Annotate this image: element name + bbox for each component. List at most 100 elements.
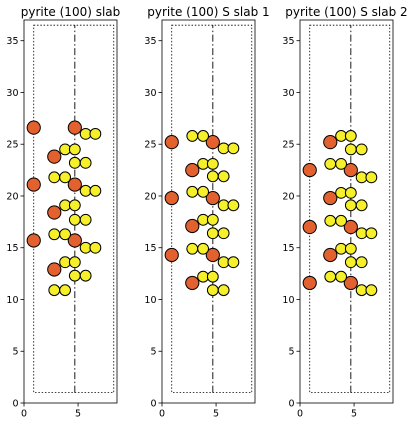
s-atom-point <box>48 171 61 184</box>
fe-atom-point <box>47 149 62 164</box>
s-atom-point <box>197 157 210 170</box>
s-atom-point <box>68 269 81 282</box>
s-atom-point <box>59 171 72 184</box>
s-atom-point <box>197 185 210 198</box>
fe-atom-point <box>205 247 220 263</box>
s-atom-point <box>227 256 240 269</box>
s-atom-point <box>344 242 357 255</box>
s-atom-point <box>197 213 210 226</box>
y-tick-label: 35 <box>6 36 18 47</box>
y-tick-label: 15 <box>6 243 18 254</box>
y-tick-label: 30 <box>144 88 156 99</box>
fe-atom-point <box>302 275 317 291</box>
panel-title: pyrite (100) slab <box>21 5 121 19</box>
s-atom-point <box>344 143 357 156</box>
y-tick-label: 25 <box>144 140 156 151</box>
x-tick-label: 5 <box>75 409 81 420</box>
s-atom-point <box>217 284 230 297</box>
fe-atom-point <box>302 219 317 235</box>
s-atom-point <box>335 242 348 255</box>
fe-atom-point <box>67 233 82 248</box>
y-tick-label: 35 <box>144 36 156 47</box>
y-tick-label: 10 <box>144 295 156 306</box>
panel-2: pyrite (100) S slab 1 0 5 10 15 20 25 30 35 0 5 <box>144 5 269 420</box>
fe-atom-point <box>343 219 358 235</box>
s-atom-point <box>186 185 199 198</box>
s-atom-point <box>355 171 368 184</box>
fe-atom-point <box>67 177 82 192</box>
y-tick-label: 5 <box>150 347 156 358</box>
s-atom-point <box>79 241 92 254</box>
s-atom-point <box>59 143 72 156</box>
s-atom-point <box>324 214 337 227</box>
s-atom-point <box>68 199 81 212</box>
s-atom-point <box>365 227 378 240</box>
y-tick-label: 30 <box>6 88 18 99</box>
s-atom-point <box>324 157 337 170</box>
s-atom-point <box>89 241 102 254</box>
s-atom-point <box>217 256 230 269</box>
s-atom-point <box>355 227 368 240</box>
fe-atom-point <box>323 135 338 150</box>
s-atom-point <box>365 171 378 184</box>
fe-atom-point <box>343 275 358 291</box>
s-atom-point <box>206 284 219 297</box>
s-atom-point <box>335 186 348 199</box>
panel-title: pyrite (100) S slab 2 <box>285 5 407 19</box>
s-atom-point <box>68 156 81 169</box>
s-atom-point <box>89 184 102 197</box>
x-tick-label: 0 <box>159 409 165 420</box>
s-atom-point <box>79 127 92 140</box>
unit-cell-outline <box>33 24 115 394</box>
fe-atom-point <box>164 135 179 150</box>
s-atom-point <box>355 143 368 156</box>
panel-title: pyrite (100) S slab 1 <box>147 5 269 19</box>
y-tick-label: 25 <box>282 140 294 151</box>
fe-atom-point <box>185 275 200 291</box>
y-tick-label: 5 <box>288 347 294 358</box>
axes-frame <box>299 19 394 404</box>
y-tick-label: 0 <box>150 398 156 409</box>
s-atom-point <box>335 214 348 227</box>
s-atom-point <box>344 199 357 212</box>
s-atom-point <box>48 228 61 241</box>
s-atom-point <box>68 143 81 156</box>
s-atom-point <box>344 186 357 199</box>
s-atom-point <box>197 130 210 142</box>
s-atom-point <box>217 227 230 240</box>
s-atom-point <box>197 242 210 255</box>
s-atom-point <box>48 284 61 297</box>
s-atom-point <box>355 256 368 269</box>
axes-frame <box>161 19 256 404</box>
s-atom-point <box>79 156 92 169</box>
s-atom-point <box>206 227 219 240</box>
s-atom-point <box>335 130 348 142</box>
fe-atom-point <box>26 120 41 135</box>
y-tick-label: 0 <box>288 398 294 409</box>
fe-atom-point <box>185 218 200 234</box>
panel-3: pyrite (100) S slab 2 0 5 10 15 20 25 30 35 0 5 <box>282 5 407 420</box>
y-tick-label: 20 <box>144 191 156 202</box>
s-atom-point <box>206 213 219 226</box>
fe-atom-point <box>47 205 62 220</box>
s-atom-point <box>79 184 92 197</box>
s-atom-point <box>206 270 219 283</box>
s-atom-point <box>217 199 230 212</box>
y-tick-label: 10 <box>282 295 294 306</box>
s-atom-point <box>344 130 357 142</box>
s-atom-point <box>59 199 72 212</box>
y-tick-label: 10 <box>6 295 18 306</box>
fe-atom-point <box>205 135 220 150</box>
fe-atom-point <box>343 162 358 178</box>
fe-atom-point <box>47 262 62 277</box>
s-atom-point <box>79 213 92 226</box>
s-atom-point <box>59 256 72 269</box>
y-tick-label: 0 <box>12 398 18 409</box>
s-atom-point <box>365 284 378 297</box>
fe-atom-point <box>185 162 200 178</box>
y-tick-label: 15 <box>144 243 156 254</box>
s-atom-point <box>68 256 81 269</box>
s-atom-point <box>68 213 81 226</box>
s-atom-point <box>59 284 72 297</box>
